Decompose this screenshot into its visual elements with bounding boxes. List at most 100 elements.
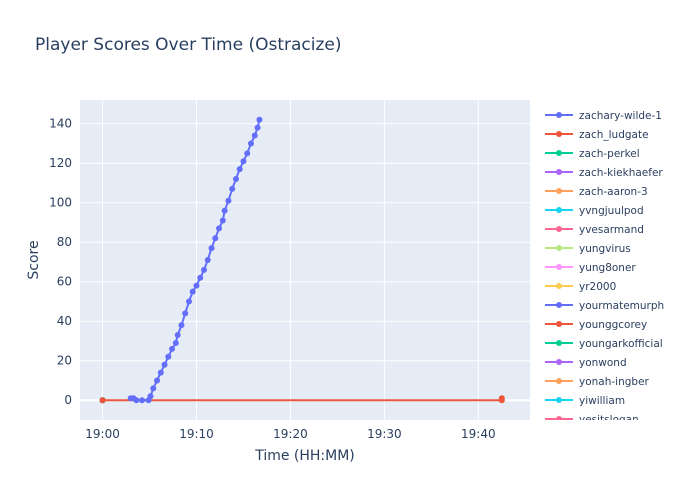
data-point: [185, 298, 192, 305]
data-point: [189, 288, 196, 295]
x-axis-ticks: 19:00 19:10 19:20 19:30 19:40: [85, 427, 495, 441]
data-point: [251, 132, 258, 139]
legend-item[interactable]: younggcorey: [545, 319, 647, 331]
series-zachary-wilde-1: [127, 116, 263, 404]
legend-item[interactable]: zach-aaron-3: [545, 186, 648, 198]
legend-item[interactable]: zach-kiekhaefer: [545, 167, 663, 179]
x-tick-label: 19:00: [85, 427, 120, 441]
legend-label: yonah-ingber: [579, 376, 650, 388]
data-point: [216, 225, 223, 232]
legend-item[interactable]: yiwilliam: [545, 395, 625, 407]
data-point: [247, 140, 254, 147]
legend-swatch-marker: [556, 188, 562, 194]
data-point: [225, 197, 232, 204]
data-point: [212, 235, 219, 242]
legend-item[interactable]: yr2000: [545, 281, 616, 293]
data-point: [139, 397, 146, 404]
legend-label: yungvirus: [579, 243, 631, 255]
y-tick-label: 60: [57, 275, 72, 289]
legend-label: younggcorey: [579, 319, 647, 331]
legend-item[interactable]: yourmatemurph: [545, 300, 664, 312]
data-point: [161, 361, 168, 368]
legend-item[interactable]: yonah-ingber: [545, 376, 650, 388]
legend-label: zach_ludgate: [579, 129, 649, 141]
series-zach_ludgate: [99, 395, 505, 404]
legend-label: zach-perkel: [579, 148, 640, 160]
data-point: [208, 245, 215, 252]
y-tick-label: 140: [49, 117, 72, 131]
data-point: [219, 217, 226, 224]
legend-swatch-marker: [556, 283, 562, 289]
legend-label: youngarkofficial: [579, 338, 663, 350]
legend-label: yonwond: [579, 357, 627, 369]
x-tick-label: 19:10: [179, 427, 214, 441]
legend-swatch-marker: [556, 226, 562, 232]
legend-label: zach-aaron-3: [579, 186, 648, 198]
legend-swatch-marker: [556, 378, 562, 384]
legend-label: yvngjuulpod: [579, 205, 644, 217]
legend-item[interactable]: yvngjuulpod: [545, 205, 644, 217]
legend-label: yung8oner: [579, 262, 636, 274]
plot-area: [80, 100, 530, 420]
legend-item[interactable]: zachary-wilde-1: [545, 110, 662, 122]
data-point: [236, 166, 243, 173]
legend-item[interactable]: yvesarmand: [545, 224, 644, 236]
legend-item[interactable]: zach_ludgate: [545, 129, 649, 141]
data-point: [221, 207, 228, 214]
legend-swatch-marker: [556, 150, 562, 156]
legend-swatch-marker: [556, 302, 562, 308]
legend-item[interactable]: yung8oner: [545, 262, 636, 274]
legend-swatch-marker: [556, 321, 562, 327]
data-point: [197, 274, 204, 281]
data-point: [157, 369, 164, 376]
legend-swatch-marker: [556, 131, 562, 137]
legend-swatch-marker: [556, 245, 562, 251]
data-point: [169, 345, 176, 352]
legend-swatch-marker: [556, 169, 562, 175]
data-point: [254, 124, 261, 131]
legend-item[interactable]: zach-perkel: [545, 148, 640, 160]
y-tick-label: 120: [49, 156, 72, 170]
legend-swatch-marker: [556, 416, 562, 420]
legend-label: yr2000: [579, 281, 616, 293]
x-tick-label: 19:30: [367, 427, 402, 441]
data-point: [99, 397, 106, 404]
y-tick-label: 80: [57, 235, 72, 249]
legend-label: yourmatemurph: [579, 300, 664, 312]
legend[interactable]: zachary-wilde-1 zach_ludgate zach-perkel za…: [545, 110, 664, 426]
data-point: [154, 377, 161, 384]
y-tick-label: 0: [64, 393, 72, 407]
data-point: [182, 310, 189, 317]
y-axis-ticks: 0 20 40 60 80 100 120 140: [49, 117, 72, 408]
y-tick-label: 20: [57, 354, 72, 368]
legend-swatch-marker: [556, 397, 562, 403]
legend-item[interactable]: yungvirus: [545, 243, 631, 255]
legend-label: yesitslogan: [579, 414, 639, 426]
data-point: [244, 150, 251, 157]
data-point: [172, 339, 179, 346]
legend-swatch-marker: [556, 207, 562, 213]
x-tick-label: 19:40: [461, 427, 496, 441]
data-point: [165, 353, 172, 360]
y-tick-label: 40: [57, 314, 72, 328]
y-tick-label: 100: [49, 196, 72, 210]
legend-label: yvesarmand: [579, 224, 644, 236]
y-axis-title: Score: [26, 240, 42, 279]
data-point: [498, 395, 505, 402]
legend-item[interactable]: yesitslogan: [545, 414, 639, 426]
legend-swatch-marker: [556, 112, 562, 118]
data-point: [240, 158, 247, 165]
series-lines: [99, 116, 505, 404]
legend-item[interactable]: yonwond: [545, 357, 627, 369]
data-point: [232, 176, 239, 183]
data-point: [147, 393, 154, 400]
data-point: [229, 185, 236, 192]
data-point: [256, 116, 263, 123]
data-point: [193, 282, 200, 289]
data-point: [178, 322, 185, 329]
data-point: [150, 385, 157, 392]
legend-label: yiwilliam: [579, 395, 625, 407]
data-point: [174, 332, 181, 339]
legend-item[interactable]: youngarkofficial: [545, 338, 663, 350]
